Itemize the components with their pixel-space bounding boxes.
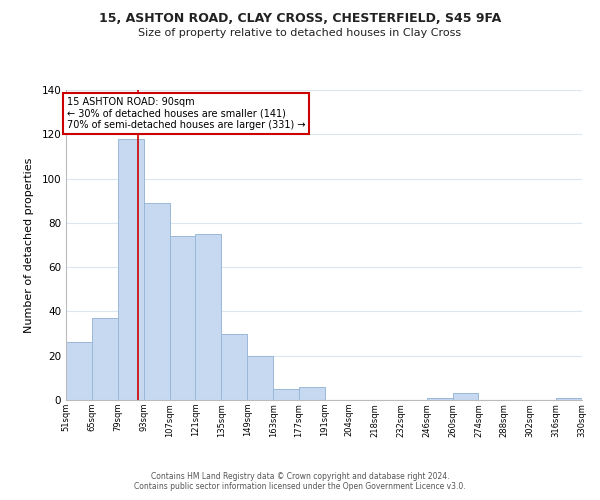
- Text: 15 ASHTON ROAD: 90sqm
← 30% of detached houses are smaller (141)
70% of semi-det: 15 ASHTON ROAD: 90sqm ← 30% of detached …: [67, 96, 305, 130]
- Bar: [66, 342, 92, 400]
- Bar: [273, 389, 299, 400]
- Text: Contains public sector information licensed under the Open Government Licence v3: Contains public sector information licen…: [134, 482, 466, 491]
- Bar: [118, 138, 143, 400]
- Y-axis label: Number of detached properties: Number of detached properties: [25, 158, 34, 332]
- Bar: [556, 398, 582, 400]
- Bar: [143, 203, 170, 400]
- Bar: [452, 394, 478, 400]
- Bar: [92, 318, 118, 400]
- Text: Size of property relative to detached houses in Clay Cross: Size of property relative to detached ho…: [139, 28, 461, 38]
- Bar: [299, 386, 325, 400]
- Bar: [170, 236, 196, 400]
- Bar: [196, 234, 221, 400]
- Text: Contains HM Land Registry data © Crown copyright and database right 2024.: Contains HM Land Registry data © Crown c…: [151, 472, 449, 481]
- Text: 15, ASHTON ROAD, CLAY CROSS, CHESTERFIELD, S45 9FA: 15, ASHTON ROAD, CLAY CROSS, CHESTERFIEL…: [99, 12, 501, 26]
- Bar: [427, 398, 452, 400]
- Bar: [221, 334, 247, 400]
- Bar: [247, 356, 273, 400]
